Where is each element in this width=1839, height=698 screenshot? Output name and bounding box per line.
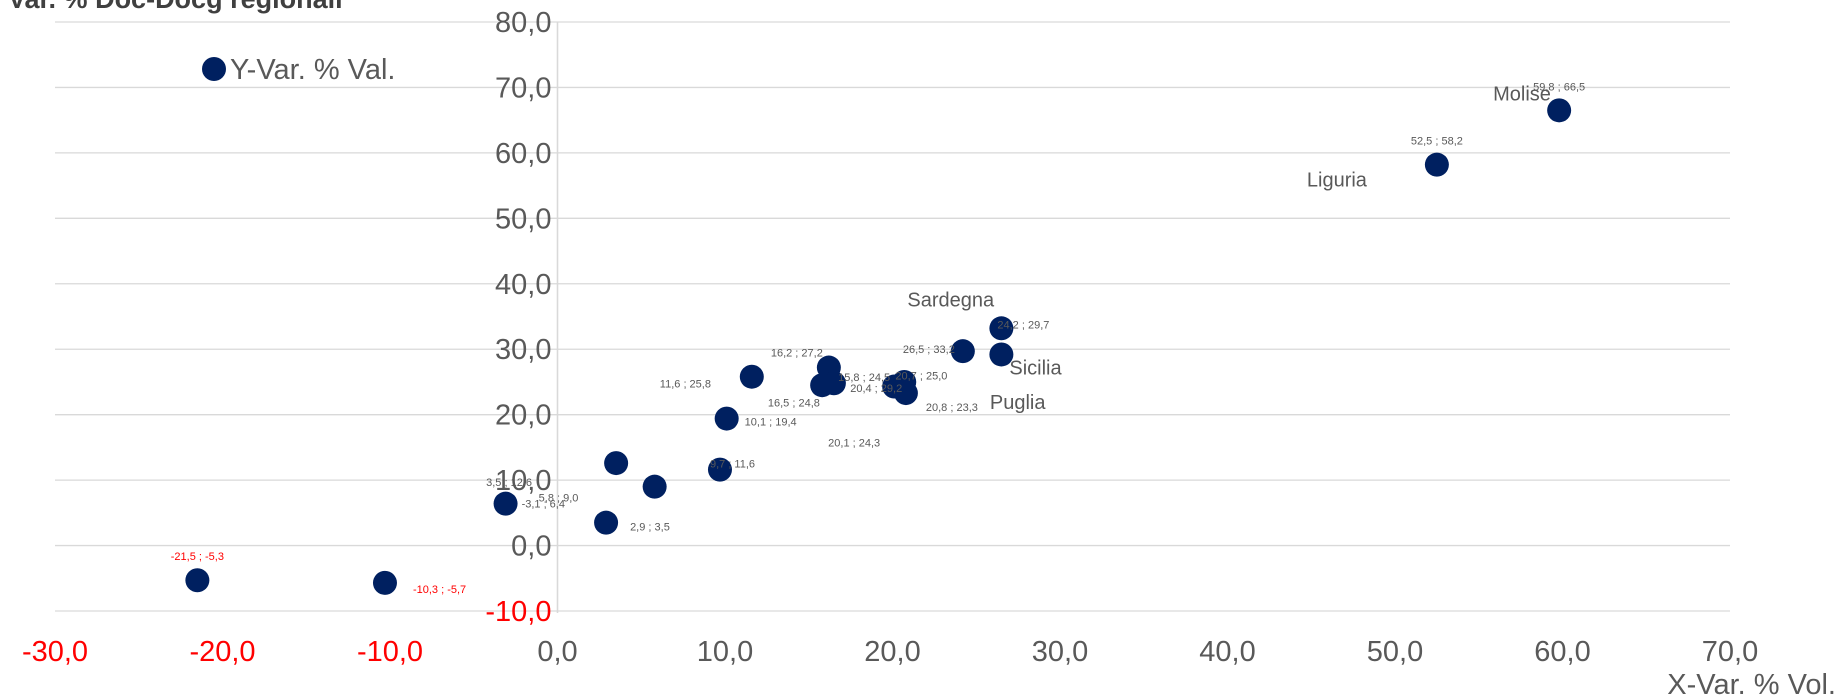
data-label: 20,7 ; 25,0 bbox=[895, 370, 947, 382]
x-tick-label: -30,0 bbox=[22, 636, 88, 668]
y-tick-label: 50,0 bbox=[495, 203, 551, 235]
x-tick-label: 40,0 bbox=[1199, 636, 1255, 668]
legend-entry: Y-Var. % Val. bbox=[230, 54, 396, 86]
data-point bbox=[1547, 98, 1572, 123]
gridlines bbox=[55, 21, 1730, 612]
y-tick-label: -10,0 bbox=[485, 596, 551, 628]
region-label: Sicilia bbox=[1009, 357, 1062, 379]
axes: -10,0 0,0 10,0 20,0 30,0 40,0 50,0 60,0 70,0 80,0… bbox=[22, 7, 1758, 668]
data-point bbox=[714, 406, 739, 431]
data-label: 3,5 ; 12,6 bbox=[486, 477, 532, 489]
y-tick-label: 0,0 bbox=[511, 531, 551, 563]
data-label: -10,3 ; -5,7 bbox=[413, 584, 466, 596]
data-point bbox=[594, 510, 619, 535]
data-point bbox=[739, 364, 764, 389]
data-point bbox=[185, 568, 210, 593]
x-tick-label: 10,0 bbox=[697, 636, 753, 668]
data-point bbox=[1424, 152, 1449, 177]
region-label: Liguria bbox=[1307, 170, 1368, 192]
data-point bbox=[642, 474, 667, 499]
data-point bbox=[493, 491, 518, 516]
y-tick-label: 30,0 bbox=[495, 334, 551, 366]
y-tick-label: 20,0 bbox=[495, 400, 551, 432]
data-label: 26,5 ; 33,2 bbox=[903, 344, 955, 356]
data-label: 11,6 ; 25,8 bbox=[660, 379, 711, 391]
data-label: 20,8 ; 23,3 bbox=[926, 402, 978, 414]
data-label: 16,2 ; 27,2 bbox=[771, 348, 823, 360]
data-label: 10,1 ; 19,4 bbox=[745, 417, 797, 429]
data-point bbox=[604, 451, 629, 476]
region-label: Molise bbox=[1493, 83, 1551, 105]
data-label: 24,2 ; 29,7 bbox=[997, 319, 1049, 331]
data-point bbox=[893, 381, 918, 406]
y-tick-label: 80,0 bbox=[495, 7, 551, 39]
x-tick-label: 0,0 bbox=[537, 636, 577, 668]
region-label: Puglia bbox=[990, 392, 1046, 414]
legend-marker bbox=[202, 57, 226, 81]
x-axis-title: X-Var. % Vol. bbox=[1667, 669, 1836, 698]
data-label: 9,7 ; 11,6 bbox=[710, 459, 755, 471]
data-point bbox=[707, 457, 732, 482]
data-point bbox=[810, 373, 835, 398]
y-tick-label: 60,0 bbox=[495, 138, 551, 170]
data-label: 15,8 ; 24,5 bbox=[838, 372, 890, 384]
data-label: 20,1 ; 24,3 bbox=[828, 438, 880, 450]
chart-title: Var. % Doc-Docg regionali bbox=[8, 0, 343, 14]
data-label: 20,4 ; 29,2 bbox=[850, 383, 902, 395]
legend: Y-Var. % Val. bbox=[202, 54, 396, 86]
x-tick-label: 70,0 bbox=[1702, 636, 1758, 668]
x-tick-label: 30,0 bbox=[1032, 636, 1088, 668]
x-tick-label: -20,0 bbox=[189, 636, 255, 668]
y-tick-label: 40,0 bbox=[495, 269, 551, 301]
data-label: 59,8 ; 66,5 bbox=[1533, 81, 1585, 93]
data-label: -21,5 ; -5,3 bbox=[171, 551, 224, 563]
data-label: 5,8 ; 9,0 bbox=[539, 493, 579, 505]
x-tick-label: 50,0 bbox=[1367, 636, 1423, 668]
x-tick-label: -10,0 bbox=[357, 636, 423, 668]
data-point bbox=[950, 339, 975, 364]
data-points bbox=[185, 98, 1572, 595]
region-label: Sardegna bbox=[907, 289, 995, 311]
data-point bbox=[989, 316, 1014, 341]
data-point bbox=[989, 342, 1014, 367]
x-tick-label: 20,0 bbox=[864, 636, 920, 668]
data-label: 52,5 ; 58,2 bbox=[1411, 136, 1463, 148]
y-tick-label: 70,0 bbox=[495, 72, 551, 104]
data-label: -3,1 ; 6,4 bbox=[522, 499, 565, 511]
data-label: 16,5 ; 24,8 bbox=[768, 397, 820, 409]
data-point bbox=[372, 570, 397, 595]
data-label: 2,9 ; 3,5 bbox=[630, 522, 670, 534]
x-tick-label: 60,0 bbox=[1534, 636, 1590, 668]
